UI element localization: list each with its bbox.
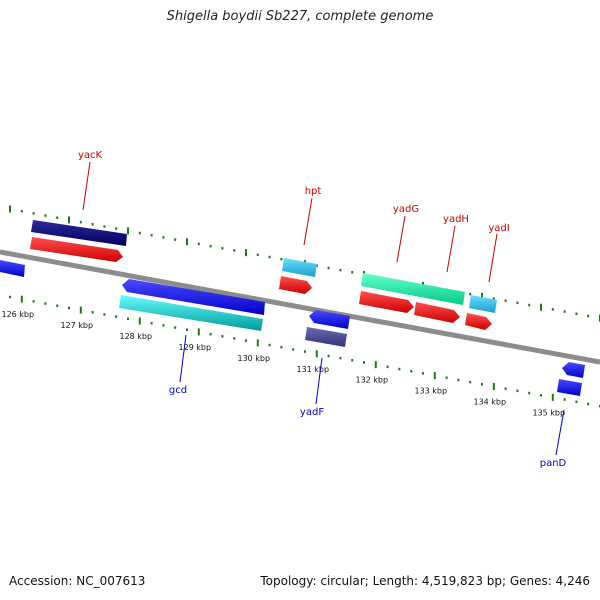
gene-feature [0, 260, 25, 277]
map-title: Shigella boydii Sb227, complete genome [166, 9, 434, 24]
gene-feature [359, 291, 414, 313]
tick-label: 134 kbp [473, 398, 506, 407]
gene-label-pand: panD [540, 458, 567, 469]
inner-tick-row [9, 295, 600, 408]
tick-label: 126 kbp [1, 310, 34, 319]
gene-feature [119, 295, 263, 331]
tick-label: 128 kbp [119, 332, 152, 341]
gene-label-gcd: gcd [169, 385, 187, 396]
gene-leader-line [315, 357, 323, 405]
gene-feature [282, 258, 317, 277]
gene-leader-line [303, 197, 313, 246]
gene-labels: yacK hpt yadG yadH yadI gcd yadF panD [78, 150, 567, 469]
accession-text: Accession: NC_007613 [9, 574, 146, 588]
gene-leader-line [82, 161, 91, 211]
tick-label: 132 kbp [355, 376, 388, 385]
gene-feature [122, 279, 265, 315]
gene-label-yadh: yadH [443, 214, 469, 225]
gene-feature [305, 327, 347, 347]
gene-label-hpt: hpt [305, 186, 322, 197]
gene-feature [562, 362, 585, 378]
tick-label: 131 kbp [296, 365, 329, 374]
gene-label-yadi: yadI [488, 223, 509, 234]
tick-label: 135 kbp [532, 408, 565, 417]
gene-feature [361, 273, 465, 305]
tick-labels: 126 kbp 127 kbp 128 kbp 129 kbp 130 kbp 131 k… [1, 310, 565, 417]
tick-label: 127 kbp [60, 321, 93, 330]
genome-backbone [0, 249, 600, 365]
gene-feature [414, 302, 460, 323]
gene-label-yadf: yadF [300, 407, 324, 418]
gene-label-yack: yacK [78, 150, 103, 161]
tick-label: 133 kbp [414, 387, 447, 396]
gene-feature [309, 310, 350, 329]
gene-leader-line [555, 409, 565, 456]
tick-label: 129 kbp [178, 343, 211, 352]
gene-feature [279, 276, 312, 294]
gene-leader-line [179, 334, 187, 383]
gene-feature [469, 295, 497, 313]
gene-feature [465, 313, 492, 330]
gene-features-bottom [119, 279, 585, 396]
gene-feature [31, 220, 127, 246]
gene-feature [30, 237, 123, 262]
gene-label-yadg: yadG [393, 204, 419, 215]
gene-leader-line [488, 233, 498, 283]
gene-leader-line [446, 225, 456, 273]
gene-feature [557, 379, 582, 396]
tick-label: 130 kbp [237, 354, 270, 363]
genome-summary-text: Topology: circular; Length: 4,519,823 bp… [260, 574, 590, 588]
gene-leader-line [396, 215, 406, 263]
gene-features-top [0, 220, 497, 330]
